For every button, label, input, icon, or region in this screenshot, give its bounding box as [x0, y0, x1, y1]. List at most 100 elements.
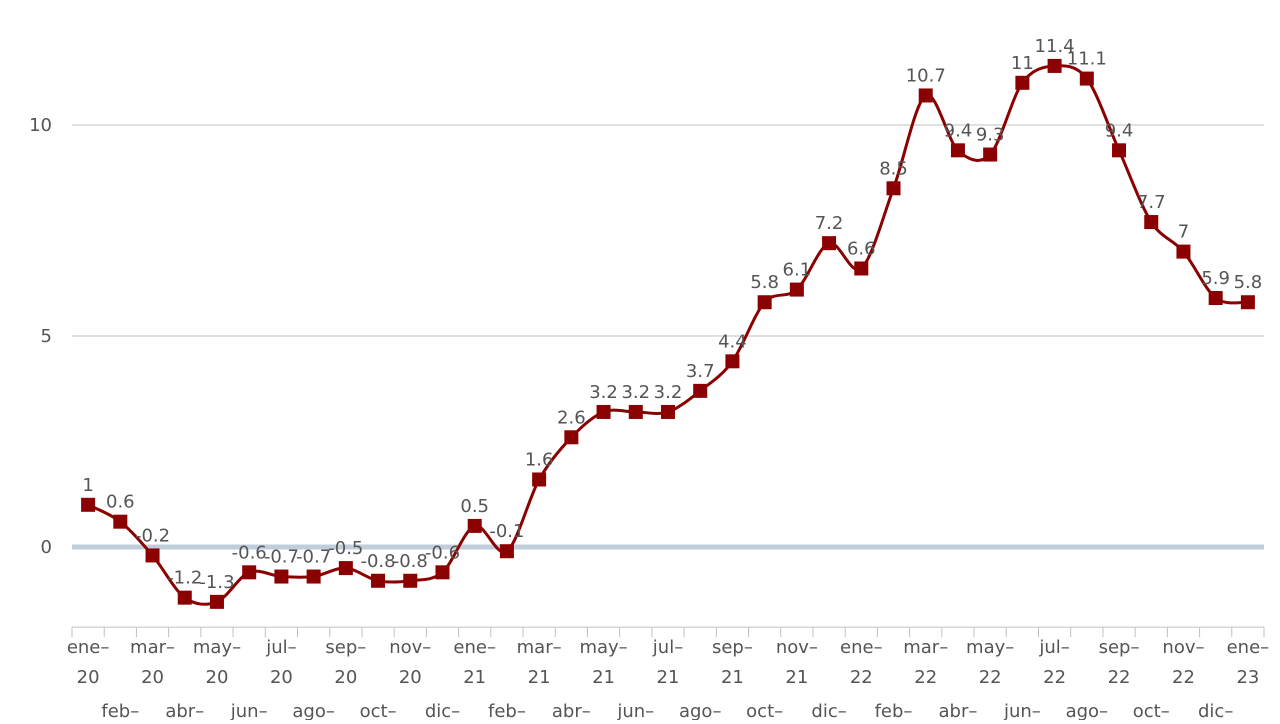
data-label: -0.8 [393, 551, 428, 572]
x-tick-label-month: ene– [1227, 637, 1270, 658]
data-point [338, 561, 353, 576]
data-point [435, 565, 450, 580]
data-label: -0.7 [296, 547, 331, 568]
x-tick-label-month: ene– [67, 637, 110, 658]
data-label: -1.3 [199, 572, 234, 593]
x-tick-label-month: dic– [811, 701, 846, 720]
data-point [661, 404, 675, 419]
data-label: 0.6 [106, 492, 135, 513]
x-tick-label-month: ago– [679, 701, 721, 720]
x-tick-label-month: ene– [453, 637, 496, 658]
x-tick-label: ago– [679, 701, 721, 722]
x-tick-label-month: sep– [325, 637, 366, 658]
x-tick-label-month: nov– [389, 637, 431, 658]
x-tick-label-year: 21 [592, 667, 615, 688]
x-tick-label-month: mar– [517, 637, 562, 658]
x-tick-label: oct– [1133, 701, 1170, 722]
x-tick-label: nov– 22 [1162, 637, 1204, 688]
data-label: 7 [1178, 222, 1189, 243]
data-label: -0.2 [135, 525, 170, 546]
data-label: 7.7 [1137, 192, 1166, 213]
data-label: 9.4 [1105, 120, 1134, 141]
data-label: 2.6 [557, 407, 586, 428]
x-tick-label: jul– 21 [652, 637, 683, 688]
x-tick-label: jun– [230, 701, 268, 722]
data-label: -0.7 [264, 547, 299, 568]
data-label: 0.5 [460, 496, 489, 517]
x-tick-label-month: abr– [552, 701, 591, 720]
x-tick-label: sep– 22 [1099, 637, 1140, 688]
x-tick-label-month: feb– [488, 701, 526, 720]
y-tick-label: 10 [29, 115, 52, 136]
x-tick-label: may– 22 [966, 637, 1014, 688]
x-tick-label-year: 22 [1043, 667, 1066, 688]
x-tick-label-year: 23 [1236, 667, 1259, 688]
x-tick-label: ene– 20 [67, 637, 110, 688]
data-labels: 10.6-0.2-1.2-1.3-0.6-0.7-0.7-0.5-0.8-0.8… [82, 36, 1262, 593]
x-tick-label-month: sep– [712, 637, 753, 658]
data-point [209, 594, 224, 609]
x-tick-label-month: may– [193, 637, 241, 658]
x-tick-label: may– 20 [193, 637, 241, 688]
x-tick-label-year: 21 [528, 667, 551, 688]
x-tick-label-year: 22 [914, 667, 937, 688]
x-tick-label-month: mar– [130, 637, 175, 658]
data-point [564, 430, 579, 445]
data-label: 3.7 [686, 361, 715, 382]
data-point [113, 514, 128, 529]
x-tick-label: jun– [1003, 701, 1041, 722]
x-tick-label-month: abr– [165, 701, 204, 720]
data-label: 5.9 [1201, 268, 1230, 289]
grid-layer: 0 5 10 [29, 115, 1264, 558]
data-point [1047, 58, 1062, 73]
x-tick-label-year: 20 [141, 667, 164, 688]
x-tick-label: mar– 22 [903, 637, 948, 688]
data-label: -0.6 [425, 542, 460, 563]
data-label: 1 [82, 475, 93, 496]
x-tick-label: mar– 21 [517, 637, 562, 688]
x-tick-label-month: jul– [652, 637, 683, 658]
data-label: 3.2 [589, 382, 618, 403]
data-point [1144, 215, 1159, 230]
x-tick-label-month: ene– [840, 637, 883, 658]
data-point [532, 472, 547, 487]
x-tick-label-month: oct– [746, 701, 783, 720]
data-point [177, 590, 192, 605]
data-point [789, 282, 804, 297]
data-label: 10.7 [906, 65, 946, 86]
data-label: 11 [1011, 53, 1034, 74]
x-tick-label: feb– [875, 701, 913, 722]
x-tick-label-year: 22 [979, 667, 1002, 688]
data-label: -0.1 [489, 521, 524, 542]
x-tick-label-month: may– [579, 637, 627, 658]
y-tick-label: 5 [41, 326, 52, 347]
x-tick-label: jun– [616, 701, 654, 722]
x-tick-label-month: jun– [616, 701, 654, 720]
data-point [757, 295, 772, 310]
x-tick-label-year: 22 [1108, 667, 1131, 688]
data-label: -0.8 [360, 551, 395, 572]
x-tick-label-month: jun– [1003, 701, 1041, 720]
x-tick-label: abr– [165, 701, 204, 722]
x-tick-label-year: 20 [206, 667, 229, 688]
data-point [725, 354, 740, 369]
x-tick-label-month: ago– [1066, 701, 1108, 720]
x-tick-label-month: feb– [101, 701, 139, 720]
x-tick-label-year: 21 [785, 667, 808, 688]
x-tick-label: dic– [1198, 701, 1233, 722]
x-tick-label-month: ago– [292, 701, 334, 720]
x-tick-label-month: sep– [1099, 637, 1140, 658]
x-tick-label: feb– [101, 701, 139, 722]
x-tick-label: ene– 23 [1227, 637, 1270, 688]
data-label: 6.1 [783, 260, 812, 281]
x-tick-label-year: 20 [77, 667, 100, 688]
data-label: 9.3 [976, 125, 1005, 146]
data-label: 5.8 [1234, 272, 1263, 293]
x-tick-label: abr– [552, 701, 591, 722]
data-label: 1.6 [525, 449, 554, 470]
x-tick-label: dic– [811, 701, 846, 722]
x-tick-label-month: jul– [265, 637, 296, 658]
data-label: 11.4 [1035, 36, 1075, 57]
data-label: -1.2 [167, 568, 202, 589]
